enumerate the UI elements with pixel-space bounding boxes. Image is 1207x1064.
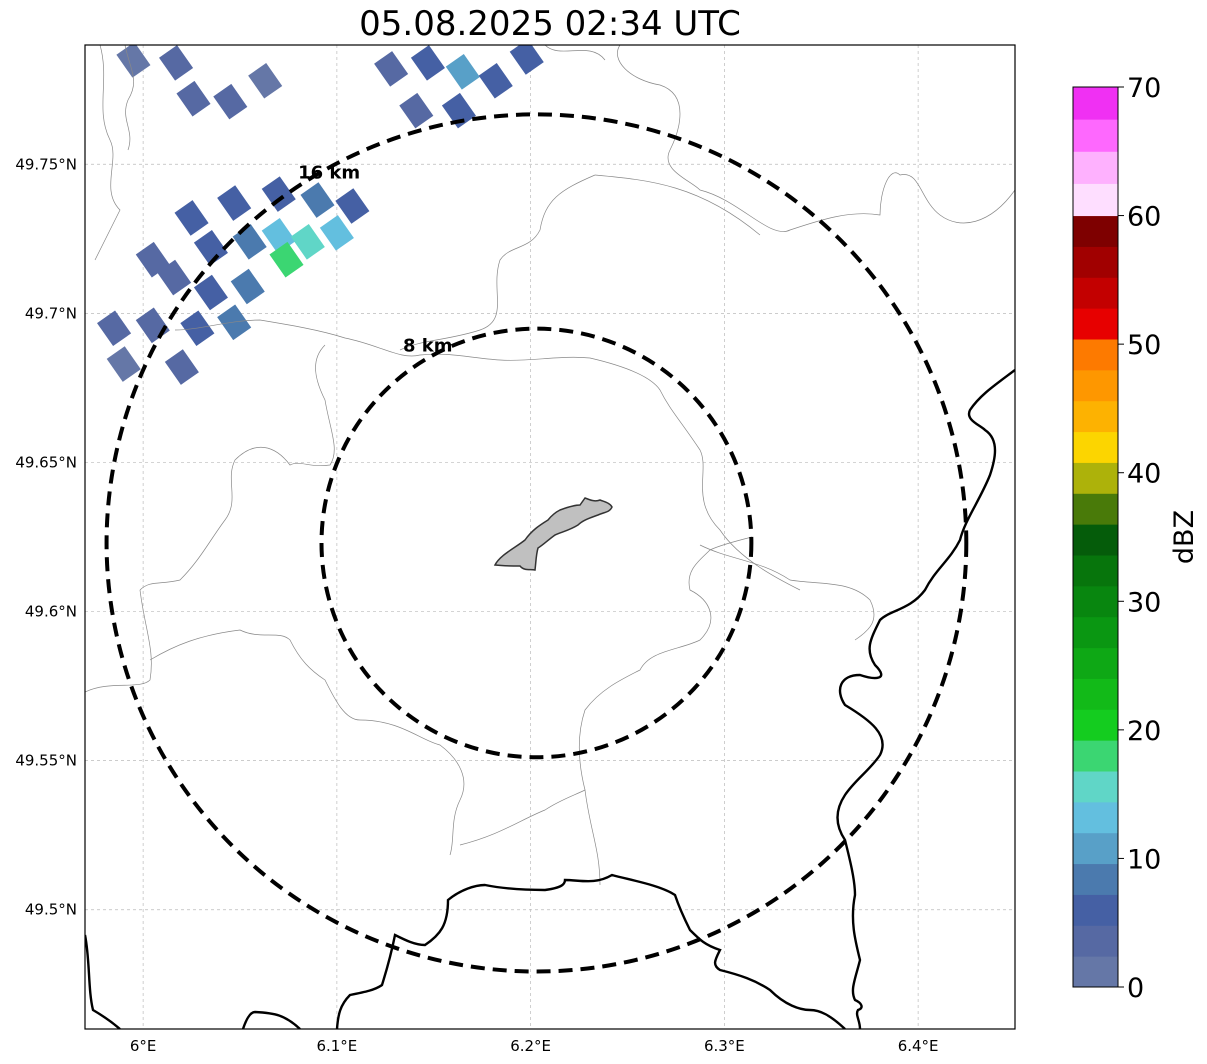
colorbar-bin [1073, 524, 1118, 556]
colorbar-bin [1073, 771, 1118, 803]
radar-echo-cell [319, 215, 354, 251]
colorbar-tick-label: 20 [1127, 716, 1161, 747]
colorbar-bin [1073, 956, 1118, 988]
colorbar-bin [1073, 183, 1118, 217]
colorbar-tick-label: 50 [1127, 330, 1161, 361]
colorbar-bin [1073, 369, 1118, 402]
radar-echo-cell [374, 51, 409, 87]
colorbar-bin [1073, 277, 1118, 309]
radar-echo-cell [159, 45, 194, 81]
colorbar-bin [1073, 87, 1118, 120]
colorbar-bin [1073, 151, 1118, 184]
colorbar-tick-label: 10 [1127, 844, 1161, 875]
range-rings: 8 km 16 km [104, 112, 969, 974]
radar-echo-cell [193, 229, 228, 266]
radar-echo-cell [230, 268, 265, 305]
colorbar-bin [1073, 678, 1118, 710]
colorbar-bin [1073, 555, 1118, 587]
radar-echo-cell [445, 54, 480, 90]
colorbar-bin [1073, 493, 1118, 525]
colorbar-bin [1073, 863, 1118, 895]
colorbar-bin [1073, 585, 1118, 618]
colorbar-bin [1073, 801, 1118, 834]
radar-echo-cell [261, 176, 296, 212]
lat-tick-label: 49.65°N [15, 453, 77, 471]
colorbar-bin [1073, 431, 1118, 463]
radar-echo-cell [300, 182, 335, 218]
colorbar-label: dBZ [1169, 510, 1200, 564]
colorbar-frame [1072, 86, 1119, 988]
plot-frame [84, 44, 1016, 1030]
map-title: 05.08.2025 02:34 UTC [359, 4, 741, 44]
lon-tick-label: 6°E [130, 1037, 157, 1055]
radar-echo-cell [193, 274, 228, 311]
radar-echo-cell [248, 63, 283, 99]
radar-echo-cell [232, 224, 267, 260]
lat-tick-label: 49.5°N [25, 901, 77, 919]
gridlines [85, 45, 1015, 1029]
colorbar-bin [1073, 462, 1118, 494]
colorbar-tick-label: 60 [1127, 202, 1161, 233]
colorbar-tick-label: 40 [1127, 459, 1161, 490]
radar-echo-cell [116, 45, 151, 78]
radar-echo-cell [509, 45, 544, 75]
radar-echo-cell [106, 346, 141, 382]
colorbar-bin [1073, 894, 1118, 926]
map-layers: 8 km 16 km [85, 45, 1015, 1029]
colorbar-bin [1073, 119, 1118, 152]
radar-echo-cell [269, 241, 304, 278]
lon-tick-label: 6.3°E [704, 1037, 745, 1055]
radar-echo-cell [335, 188, 370, 224]
radar-echo-cell [217, 185, 252, 221]
lon-tick-label: 6.4°E [898, 1037, 939, 1055]
colorbar-bin [1073, 647, 1118, 679]
lon-tick-label: 6.1°E [316, 1037, 357, 1055]
radar-echo-cell [164, 349, 199, 385]
colorbar-bin [1073, 616, 1118, 649]
lat-tick-label: 49.75°N [15, 155, 77, 173]
colorbar-bin [1073, 308, 1118, 340]
lat-tick-label: 49.55°N [15, 752, 77, 770]
axis-ticks: 6°E 6.1°E 6.2°E 6.3°E 6.4°E 49.75°N 49.7°N 49.6… [15, 155, 938, 1055]
range-ring-label: 8 km [403, 336, 453, 357]
colorbar-tick-label: 30 [1127, 587, 1161, 618]
colorbar-bin [1073, 215, 1118, 247]
range-ring [104, 112, 969, 974]
colorbar-bin [1073, 400, 1118, 433]
radar-echo-cell [97, 310, 132, 347]
colorbar-bin [1073, 832, 1118, 865]
colorbar-bin [1073, 246, 1118, 278]
colorbar-tick-label: 70 [1127, 73, 1161, 104]
radar-echo-cell [213, 83, 248, 120]
range-ring-label: 16 km [298, 162, 360, 183]
lat-tick-label: 49.7°N [25, 304, 77, 322]
radar-echo-cell [399, 92, 434, 129]
radar-echo-cell [135, 241, 170, 278]
radar-echoes [97, 45, 544, 385]
radar-echo-cell [410, 45, 445, 81]
country-borders [85, 369, 1015, 1029]
radar-echo-cell [478, 63, 513, 99]
radar-echo-cell [290, 224, 325, 260]
radar-echo-cell [174, 200, 209, 236]
colorbar-bin [1073, 709, 1118, 741]
radar-echo-cell [157, 259, 192, 296]
city-area-shape [493, 497, 613, 571]
colorbar-bin [1073, 339, 1118, 371]
colorbar: 0 10 20 30 40 50 60 70 dBZ [1072, 73, 1200, 1004]
range-ring [319, 326, 754, 760]
lon-tick-label: 6.2°E [510, 1037, 551, 1055]
radar-echo-cell [176, 80, 211, 117]
admin-boundaries [85, 45, 1015, 886]
colorbar-tick-label: 0 [1127, 973, 1144, 1004]
lat-tick-label: 49.6°N [25, 603, 77, 621]
colorbar-bin [1073, 925, 1118, 957]
radar-echo-cell [441, 92, 476, 129]
colorbar-bin [1073, 740, 1118, 772]
